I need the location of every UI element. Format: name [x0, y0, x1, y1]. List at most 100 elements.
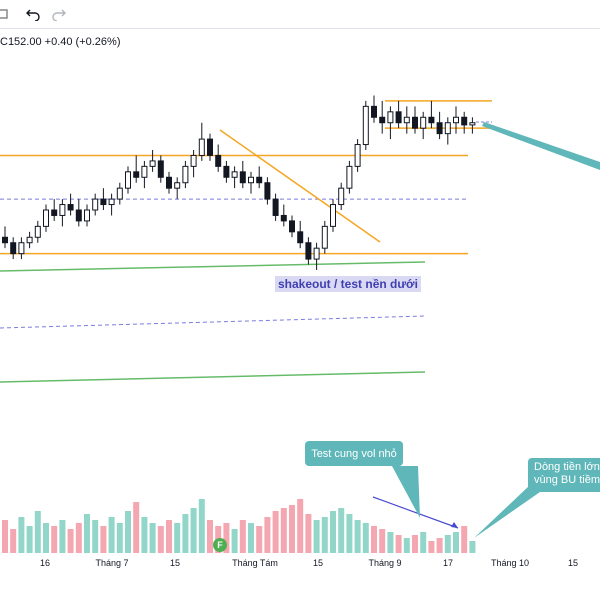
volume-bar	[387, 532, 394, 553]
x-tick: 16	[39, 558, 51, 568]
volume-bar	[461, 526, 468, 553]
test-volume-callout-text: Test cung vol nhỏ	[311, 448, 397, 460]
candle-body	[34, 225, 41, 238]
candle-body	[330, 204, 336, 227]
volume-bar	[149, 523, 156, 553]
candle-body	[379, 116, 386, 124]
candle-body	[215, 154, 222, 167]
volume-bar	[379, 529, 386, 553]
candle-body	[166, 176, 172, 189]
volume-bar	[34, 511, 41, 553]
candle-body	[26, 236, 33, 244]
candle-body	[2, 236, 8, 244]
x-tick: 17	[442, 558, 454, 568]
volume-bar	[198, 499, 205, 553]
candle-body	[461, 116, 468, 126]
candle-body	[43, 209, 49, 227]
volume-bar	[313, 520, 320, 553]
volume-bar	[395, 535, 402, 553]
x-tick: Tháng 10	[490, 558, 530, 568]
candle-body	[239, 171, 246, 184]
candle-body	[190, 154, 197, 167]
candle-body	[92, 198, 99, 211]
volume-bar	[174, 523, 181, 553]
candle-body	[321, 225, 328, 249]
green-trend-line-lower	[0, 371, 426, 383]
volume-bar	[256, 526, 263, 553]
volume-bar	[125, 511, 131, 553]
downtrend-line	[219, 129, 381, 243]
toolbar-partial-button-icon[interactable]	[0, 4, 14, 24]
volume-bar	[297, 499, 304, 553]
shakeout-annotation: shakeout / test nền dưới	[275, 276, 421, 292]
candle-body	[157, 160, 164, 178]
test-volume-callout-pointer	[392, 466, 420, 518]
candle-body	[313, 247, 320, 260]
volume-bar	[239, 520, 246, 553]
volume-bar	[92, 520, 99, 553]
candle-body	[469, 122, 476, 126]
price-chart[interactable]	[0, 28, 600, 600]
price-quote: C152.00 +0.40 (+0.26%)	[0, 36, 121, 48]
money-flow-callout-pointer	[474, 485, 540, 538]
candle-body	[108, 198, 115, 206]
volume-bar	[2, 520, 8, 553]
candle-body	[264, 182, 271, 200]
volume-bar	[182, 514, 189, 553]
volume-bar	[412, 535, 418, 553]
volume-bar	[305, 514, 312, 553]
price-change: +0.40 (+0.26%)	[44, 36, 121, 48]
volume-bar	[420, 532, 427, 553]
volume-bar	[100, 526, 107, 553]
candle-body	[67, 204, 74, 211]
candle-body	[125, 171, 131, 189]
candle-body	[444, 122, 451, 135]
close-price: C152.00	[0, 36, 42, 48]
volume-trend-arrow-line	[372, 496, 459, 529]
candle-body	[346, 165, 353, 189]
volume-bar	[26, 526, 33, 553]
volume-bar	[207, 520, 213, 553]
volume-bar	[469, 541, 476, 553]
volume-bar	[362, 523, 369, 553]
volume-bar	[43, 523, 49, 553]
candle-body	[305, 242, 312, 260]
volume-bar	[272, 511, 279, 553]
volume-bar	[116, 523, 123, 553]
x-tick: 15	[567, 558, 579, 568]
volume-bar	[133, 502, 140, 553]
candle-body	[10, 242, 17, 255]
candle-body	[248, 176, 254, 184]
volume-bar	[75, 523, 82, 553]
volume-bar	[108, 517, 115, 553]
event-marker-icon[interactable]: F	[213, 538, 227, 552]
volume-bar	[18, 517, 25, 553]
redo-icon[interactable]	[48, 4, 70, 24]
x-tick: Tháng 7	[95, 558, 129, 568]
volume-bar	[321, 517, 328, 553]
volume-bar	[67, 529, 74, 553]
candle-body	[51, 209, 58, 216]
candle-body	[223, 165, 230, 178]
candle-body	[428, 116, 435, 124]
volume-bar	[338, 508, 345, 553]
volume-bar	[346, 514, 353, 553]
candle-body	[412, 116, 418, 129]
candle-body	[182, 165, 189, 184]
candle-body	[18, 242, 25, 255]
volume-bar	[190, 508, 197, 553]
candle-body	[436, 122, 443, 135]
candle-body	[198, 138, 205, 156]
x-tick: 15	[169, 558, 181, 568]
test-volume-callout: Test cung vol nhỏ	[305, 441, 403, 466]
candle-body	[395, 111, 402, 124]
candle-body	[289, 220, 295, 233]
candle-body	[133, 171, 140, 178]
green-trend-line-upper	[0, 261, 426, 272]
money-flow-callout: Dòng tiền lớn vùng BU tiềm	[528, 458, 600, 492]
candle-body	[256, 176, 263, 184]
candle-body	[84, 209, 90, 222]
undo-icon[interactable]	[22, 4, 44, 24]
volume-bar	[248, 523, 254, 553]
candle-body	[362, 105, 369, 146]
